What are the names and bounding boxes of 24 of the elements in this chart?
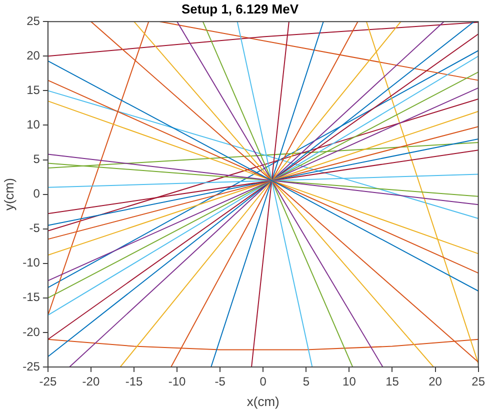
x-tick-label: 0	[260, 374, 267, 389]
x-tick-label: 15	[386, 374, 400, 389]
y-tick-label: -25	[22, 359, 40, 374]
y-tick-label: -10	[22, 256, 40, 270]
y-axis-title: y(cm)	[1, 178, 16, 211]
x-tick-label: 10	[342, 374, 356, 389]
chart-title: Setup 1, 6.129 MeV	[181, 1, 299, 16]
x-tick-label: -10	[168, 374, 186, 389]
x-tick-label: -15	[125, 374, 144, 389]
x-tick-label: -5	[214, 374, 226, 389]
y-tick-label: 10	[26, 118, 40, 132]
y-tick-label: 25	[26, 14, 40, 28]
y-tick-label: 20	[26, 48, 40, 62]
x-tick-label: 25	[472, 374, 486, 389]
x-tick-label: 5	[302, 374, 310, 389]
x-axis-title: x(cm)	[246, 394, 280, 409]
x-tick-label: -20	[82, 374, 100, 389]
y-tick-label: 5	[33, 152, 40, 166]
y-tick-label: -20	[22, 324, 40, 339]
x-tick-label: 20	[428, 374, 442, 389]
y-tick-label: -15	[22, 290, 40, 304]
y-tick-label: -5	[29, 221, 40, 236]
y-tick-label: 0	[33, 186, 40, 201]
y-tick-label: 15	[26, 82, 40, 97]
